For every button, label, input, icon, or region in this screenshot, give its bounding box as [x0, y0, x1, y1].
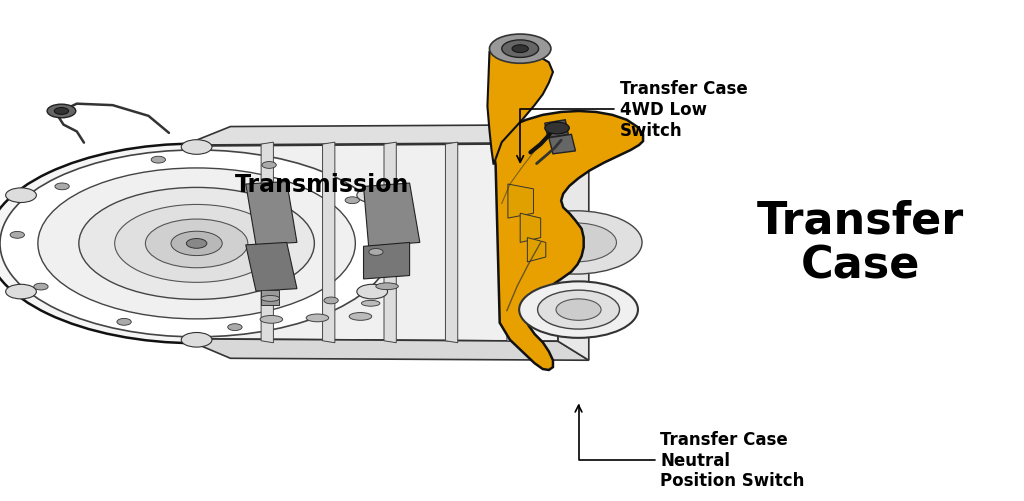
Circle shape: [509, 211, 642, 275]
Polygon shape: [508, 185, 534, 218]
Circle shape: [538, 291, 620, 330]
Text: Transmission: Transmission: [236, 173, 410, 196]
Circle shape: [181, 140, 212, 155]
Polygon shape: [364, 243, 410, 280]
Circle shape: [356, 188, 387, 203]
Polygon shape: [487, 49, 553, 165]
Circle shape: [38, 169, 355, 319]
Polygon shape: [520, 214, 541, 243]
Circle shape: [345, 197, 359, 204]
Polygon shape: [246, 243, 297, 292]
Circle shape: [369, 249, 383, 256]
Circle shape: [117, 319, 131, 326]
Text: Transfer
Case: Transfer Case: [757, 199, 964, 287]
Circle shape: [0, 151, 393, 337]
Polygon shape: [184, 144, 558, 342]
Ellipse shape: [260, 316, 283, 324]
Polygon shape: [545, 121, 568, 138]
Circle shape: [186, 239, 207, 249]
Circle shape: [181, 333, 212, 347]
Circle shape: [171, 232, 222, 256]
Circle shape: [535, 223, 616, 263]
Ellipse shape: [261, 296, 280, 302]
Polygon shape: [507, 143, 519, 343]
Ellipse shape: [376, 283, 398, 290]
Circle shape: [55, 183, 70, 190]
Polygon shape: [184, 339, 589, 361]
Circle shape: [556, 299, 601, 321]
Polygon shape: [494, 112, 643, 370]
Polygon shape: [323, 143, 335, 343]
Polygon shape: [364, 184, 420, 247]
Circle shape: [34, 284, 48, 291]
Text: Transfer Case
4WD Low
Switch: Transfer Case 4WD Low Switch: [517, 80, 748, 163]
Ellipse shape: [306, 314, 329, 322]
Polygon shape: [384, 143, 396, 343]
Circle shape: [79, 188, 314, 300]
Circle shape: [115, 205, 279, 283]
Circle shape: [502, 41, 539, 58]
Circle shape: [6, 285, 37, 299]
Circle shape: [10, 232, 25, 239]
Circle shape: [324, 298, 338, 304]
Circle shape: [6, 188, 37, 203]
Polygon shape: [549, 135, 575, 154]
Circle shape: [0, 144, 407, 344]
Polygon shape: [445, 143, 458, 343]
Ellipse shape: [361, 301, 380, 307]
Circle shape: [356, 285, 387, 299]
Circle shape: [489, 35, 551, 64]
Polygon shape: [246, 182, 297, 245]
Polygon shape: [527, 238, 546, 263]
Ellipse shape: [349, 313, 372, 321]
Circle shape: [227, 324, 242, 331]
Circle shape: [47, 105, 76, 119]
Polygon shape: [261, 291, 279, 305]
Circle shape: [54, 108, 69, 115]
Circle shape: [152, 157, 166, 164]
Circle shape: [519, 282, 638, 338]
Circle shape: [545, 123, 569, 135]
Polygon shape: [261, 143, 273, 343]
Text: Transfer Case
Neutral
Position Switch: Transfer Case Neutral Position Switch: [575, 405, 805, 489]
Circle shape: [512, 46, 528, 54]
Circle shape: [262, 162, 276, 169]
Polygon shape: [558, 125, 589, 361]
Polygon shape: [184, 125, 589, 146]
Circle shape: [145, 219, 248, 268]
